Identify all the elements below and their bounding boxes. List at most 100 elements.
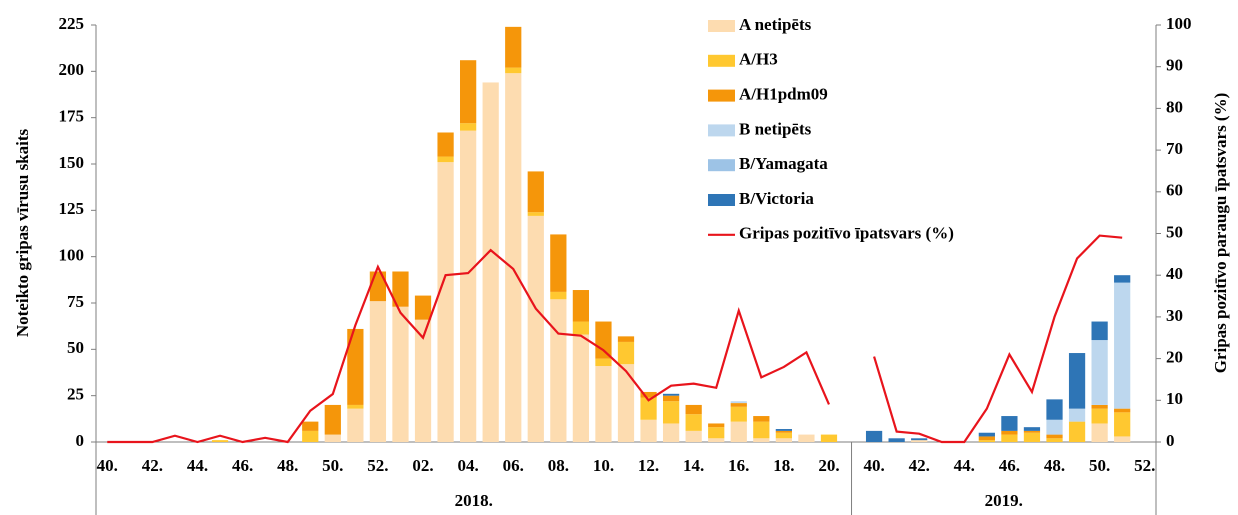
legend-label: A/H3 bbox=[739, 50, 778, 69]
line-series bbox=[873, 234, 1123, 444]
bar-segment bbox=[617, 336, 635, 342]
bar-segment bbox=[392, 271, 409, 307]
y-tick-label: 50 bbox=[67, 338, 84, 357]
bar-segment bbox=[1114, 275, 1131, 283]
bar-segment bbox=[527, 212, 544, 216]
y-tick-label: 125 bbox=[59, 199, 85, 218]
bar-segment bbox=[753, 438, 770, 442]
bar-segment bbox=[865, 430, 883, 442]
x-tick-label: 52. bbox=[1134, 456, 1155, 475]
bar-segment bbox=[324, 404, 341, 435]
legend-label: B netipēts bbox=[739, 119, 812, 138]
x-tick-label: 50. bbox=[1089, 456, 1110, 475]
bar-segment bbox=[1114, 408, 1131, 413]
x-tick-label: 16. bbox=[728, 456, 749, 475]
bar-segment bbox=[1001, 416, 1018, 431]
y2-axis-title: Gripas pozitīvo paraugu īpatsvars (%) bbox=[1211, 93, 1230, 374]
bar-segment bbox=[1091, 408, 1108, 424]
x-tick-label: 48. bbox=[1044, 456, 1065, 475]
bar-segment bbox=[595, 321, 612, 359]
bar-segment bbox=[1068, 421, 1086, 442]
bar-segment bbox=[1091, 340, 1108, 405]
bar-segment bbox=[437, 162, 454, 442]
y-tick-label: 150 bbox=[59, 153, 85, 172]
bar-segment bbox=[1001, 430, 1018, 435]
bar-segment bbox=[708, 438, 725, 442]
x-tick-label: 52. bbox=[367, 456, 388, 475]
y2-tick-label: 50 bbox=[1166, 222, 1183, 241]
bar-segment bbox=[1023, 427, 1041, 431]
bar-segment bbox=[347, 328, 364, 405]
bar-segment bbox=[324, 434, 341, 442]
y-tick-label: 225 bbox=[59, 14, 85, 33]
bar-segment bbox=[1023, 432, 1041, 442]
bar-segment bbox=[820, 434, 838, 442]
bar-segment bbox=[753, 416, 770, 422]
bar-segment bbox=[392, 306, 409, 442]
x-tick-label: 48. bbox=[277, 456, 298, 475]
bar-segment bbox=[730, 406, 747, 422]
bar-segment bbox=[302, 421, 319, 431]
legend-label: Gripas pozitīvo īpatsvars (%) bbox=[739, 224, 954, 243]
bar-segment bbox=[1001, 434, 1018, 442]
y-tick-label: 175 bbox=[59, 107, 85, 126]
bar-segment bbox=[347, 404, 364, 409]
bar-segment bbox=[1046, 438, 1063, 442]
legend-swatch bbox=[708, 124, 735, 137]
legend-label: B/Victoria bbox=[739, 189, 814, 208]
x-tick-label: 46. bbox=[999, 456, 1020, 475]
x-tick-label: 20. bbox=[818, 456, 839, 475]
bar-segment bbox=[505, 73, 522, 442]
bar-segment bbox=[482, 82, 499, 442]
bar-segment bbox=[730, 403, 747, 407]
bar-segment bbox=[978, 432, 995, 437]
x-tick-label: 06. bbox=[503, 456, 524, 475]
bar-segment bbox=[347, 408, 364, 442]
legend-swatch bbox=[708, 159, 735, 172]
bar-segment bbox=[662, 393, 680, 396]
y2-tick-label: 10 bbox=[1166, 389, 1183, 408]
bar-segment bbox=[617, 364, 635, 442]
bar-segment bbox=[527, 215, 544, 442]
bar-segment bbox=[911, 438, 928, 441]
legend-label: A netipēts bbox=[739, 15, 812, 34]
y2-tick-label: 30 bbox=[1166, 306, 1183, 325]
bar-segment bbox=[572, 290, 590, 322]
bar-segment bbox=[1023, 430, 1041, 433]
bar-segment bbox=[1068, 353, 1086, 409]
y-axis-title: Noteikto gripas vīrusu skaits bbox=[13, 128, 32, 337]
bar-segment bbox=[460, 123, 477, 131]
y2-tick-label: 20 bbox=[1166, 348, 1183, 367]
bar-segment bbox=[798, 434, 815, 442]
bar-segment bbox=[1068, 408, 1086, 422]
bar-segment bbox=[550, 291, 567, 300]
legend-swatch bbox=[708, 194, 735, 206]
bar-segment bbox=[978, 440, 995, 442]
bar-segment bbox=[1046, 399, 1063, 420]
x-tick-label: 10. bbox=[593, 456, 614, 475]
bar-segment bbox=[640, 391, 657, 398]
x-tick-label: 04. bbox=[458, 456, 479, 475]
y2-tick-label: 80 bbox=[1166, 97, 1183, 116]
bar-segment bbox=[1114, 412, 1131, 437]
x-tick-label: 02. bbox=[412, 456, 433, 475]
bar-segment bbox=[730, 421, 747, 442]
bar-segment bbox=[662, 423, 680, 442]
bar-segment bbox=[1114, 436, 1131, 442]
bar-segment bbox=[662, 395, 680, 402]
bar-segment bbox=[775, 438, 792, 442]
bar-segment bbox=[302, 430, 319, 442]
x-tick-label: 44. bbox=[187, 456, 208, 475]
legend-label: A/H1pdm09 bbox=[739, 85, 828, 104]
y2-tick-label: 0 bbox=[1166, 431, 1175, 450]
bar-segment bbox=[978, 436, 995, 441]
legend-label: B/Yamagata bbox=[739, 154, 828, 173]
bar-segment bbox=[550, 234, 567, 292]
bar-segment bbox=[1091, 404, 1108, 409]
y-tick-label: 75 bbox=[67, 292, 84, 311]
x-tick-label: 40. bbox=[97, 456, 118, 475]
y2-tick-label: 90 bbox=[1166, 56, 1183, 75]
bar-segment bbox=[211, 440, 229, 442]
bar-segment bbox=[572, 334, 590, 442]
